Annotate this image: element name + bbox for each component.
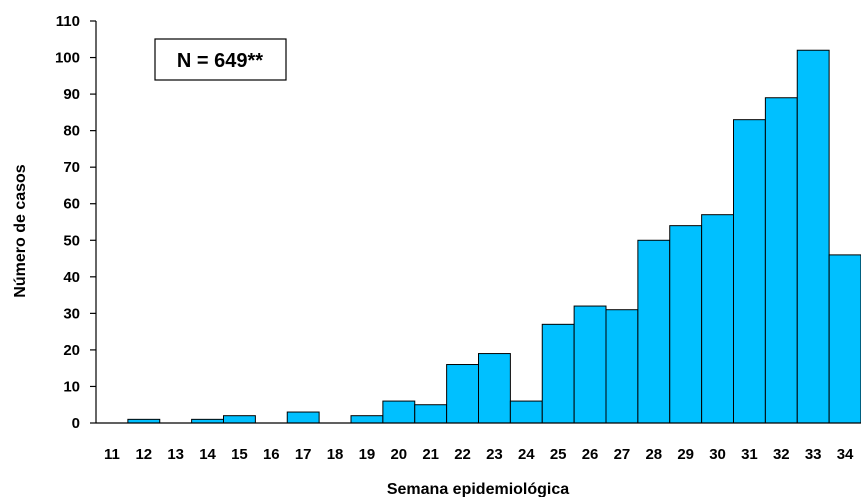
x-axis-title: Semana epidemiológica (387, 481, 569, 497)
bar-week-20 (382, 400, 416, 424)
bar-week-34 (828, 254, 861, 424)
y-ticks-layer: 0 10 20 30 40 50 60 70 80 90 100 110 (55, 13, 96, 432)
x-tick-label: 29 (677, 446, 694, 463)
annotation-border (154, 38, 287, 81)
x-tick-label: 32 (773, 446, 790, 463)
bar-week-31 (733, 119, 766, 424)
x-tick-label: 12 (135, 446, 152, 463)
bar-week-26 (573, 305, 607, 424)
y-tick-label: 70 (63, 159, 80, 176)
x-tick-label: 26 (582, 446, 599, 463)
bar-week-21 (414, 404, 448, 424)
axes-layer (95, 21, 861, 424)
x-tick-label: 15 (231, 446, 248, 463)
x-tick-label: 31 (741, 446, 758, 463)
x-tick-label: 20 (390, 446, 407, 463)
bar-week-33 (796, 49, 830, 424)
bar-week-24 (509, 400, 543, 424)
bar-week-23 (478, 353, 511, 424)
bar-week-28 (637, 239, 671, 424)
bar-week-17 (286, 411, 320, 424)
x-tick-label: 27 (614, 446, 631, 463)
bars-layer (127, 49, 861, 424)
bar-week-30 (701, 214, 734, 424)
x-tick-label: 11 (104, 446, 120, 463)
x-tick-label: 33 (805, 446, 822, 463)
annotation-text: N = 649** (177, 50, 263, 72)
x-tick-label: 16 (263, 446, 280, 463)
x-tick-label: 17 (295, 446, 312, 463)
x-tick-label: 21 (422, 446, 439, 463)
x-tick-label: 18 (327, 446, 344, 463)
bar-week-29 (669, 225, 703, 424)
bar-week-15 (223, 415, 256, 424)
y-tick-label: 30 (63, 305, 80, 322)
y-axis-title: Número de casos (12, 164, 29, 297)
y-tick-label: 40 (63, 269, 80, 286)
y-tick-label: 110 (56, 13, 80, 30)
x-tick-label: 22 (454, 446, 471, 463)
x-tick-label: 14 (199, 446, 216, 463)
bar-week-25 (541, 323, 575, 424)
y-tick-label: 90 (63, 86, 80, 103)
x-tick-label: 30 (709, 446, 726, 463)
x-tick-label: 23 (486, 446, 503, 463)
y-tick-label: 10 (63, 378, 80, 395)
bar-week-32 (764, 97, 798, 424)
x-tick-label: 13 (167, 446, 184, 463)
x-tick-label: 19 (359, 446, 376, 463)
bar-week-22 (446, 364, 479, 424)
x-ticks-layer: 11 12 13 14 15 16 17 18 19 20 21 22 23 24 25 26 27 28 29 30… (104, 446, 854, 463)
x-tick-label: 24 (518, 446, 535, 463)
y-tick-label: 0 (72, 415, 80, 432)
x-tick-label: 25 (550, 446, 567, 463)
y-tick-label: 100 (55, 50, 80, 67)
annotation-box: N = 649** (154, 38, 287, 81)
bar-week-19 (350, 415, 384, 424)
x-tick-label: 34 (837, 446, 854, 463)
y-tick-label: 80 (63, 123, 80, 140)
y-tick-label: 20 (63, 342, 80, 359)
y-tick-label: 50 (63, 232, 80, 249)
x-tick-label: 28 (645, 446, 662, 463)
y-tick-label: 60 (63, 196, 80, 213)
bar-week-27 (605, 309, 639, 424)
